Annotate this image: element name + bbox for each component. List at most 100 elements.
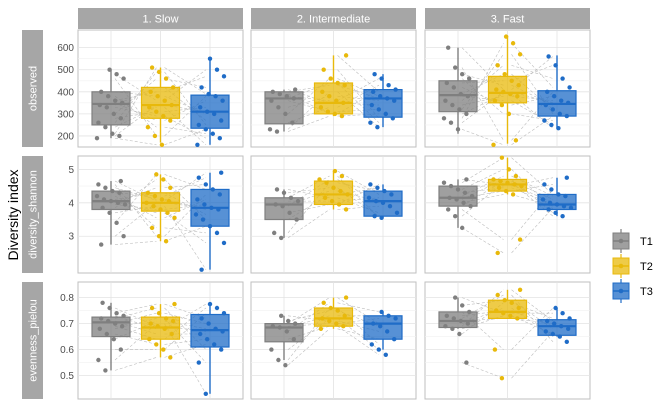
data-point: [335, 80, 340, 86]
data-point: [561, 203, 567, 209]
data-point: [324, 180, 329, 185]
data-point: [294, 217, 299, 222]
pair-line: [337, 325, 380, 356]
data-point: [499, 102, 505, 108]
data-point: [195, 197, 200, 202]
pair-line: [461, 311, 504, 350]
data-point: [448, 183, 454, 189]
y-tick-label: 3: [68, 232, 74, 243]
data-point: [369, 342, 374, 347]
data-point: [379, 215, 384, 221]
data-point: [387, 203, 393, 209]
pair-line: [114, 180, 157, 202]
legend-point: [618, 238, 624, 244]
data-point: [328, 76, 333, 81]
data-point: [100, 300, 105, 305]
panel-r2-c1: [77, 155, 244, 274]
facet-strip-1: [78, 8, 243, 29]
data-point: [566, 326, 571, 331]
data-point: [564, 113, 569, 119]
data-point: [460, 71, 465, 77]
panel-r2-c3: [424, 155, 591, 274]
data-point: [517, 287, 523, 292]
data-point: [458, 91, 463, 97]
data-point: [207, 56, 213, 61]
y-tick-label: 500: [57, 65, 74, 76]
data-point: [152, 133, 158, 139]
data-point: [276, 105, 281, 110]
data-point: [170, 318, 176, 324]
data-point: [506, 167, 512, 172]
data-point: [110, 131, 115, 136]
pair-line: [114, 174, 157, 224]
data-point: [332, 111, 338, 117]
facet-strip-3: [425, 8, 590, 29]
pair-line: [511, 157, 554, 195]
data-point: [219, 347, 224, 352]
data-point: [221, 240, 227, 246]
pair-line: [287, 328, 330, 366]
data-point: [505, 180, 510, 185]
data-point: [117, 190, 122, 195]
data-point: [170, 85, 176, 90]
pair-line: [287, 187, 330, 194]
data-point: [320, 89, 325, 95]
data-point: [393, 316, 398, 321]
data-point: [372, 71, 377, 77]
data-point: [113, 98, 118, 103]
data-point: [156, 69, 162, 75]
data-point: [280, 203, 285, 209]
data-point: [169, 102, 174, 108]
pair-line: [114, 202, 157, 237]
data-point: [108, 198, 114, 204]
data-point: [458, 318, 463, 324]
data-point: [510, 192, 516, 197]
data-point: [111, 111, 117, 117]
pair-line: [287, 318, 330, 350]
data-point: [495, 292, 500, 298]
data-point: [284, 329, 289, 334]
data-point: [457, 331, 462, 337]
data-point: [120, 324, 125, 329]
y-tick-label: 0.8: [60, 293, 74, 304]
facet-strip-label: 1. Slow: [142, 14, 178, 26]
data-point: [321, 67, 326, 72]
pair-line: [461, 179, 504, 185]
data-point: [196, 122, 201, 128]
data-point: [107, 67, 112, 72]
data-point: [549, 187, 554, 192]
legend-point: [618, 288, 624, 294]
data-point: [517, 52, 523, 57]
data-point: [99, 316, 104, 321]
data-point: [495, 250, 500, 256]
data-point: [270, 324, 275, 329]
data-point: [148, 89, 153, 95]
data-point: [115, 200, 121, 205]
data-point: [155, 324, 160, 329]
data-point: [567, 85, 572, 90]
data-point: [219, 170, 224, 175]
data-point: [336, 202, 342, 207]
legend-key-T2: [612, 254, 630, 278]
data-point: [104, 105, 110, 110]
data-point: [317, 177, 322, 182]
data-point: [342, 82, 347, 88]
data-point: [284, 94, 289, 99]
pair-line: [337, 113, 380, 117]
data-point: [368, 120, 373, 125]
pair-line: [461, 362, 504, 379]
data-point: [210, 131, 215, 136]
data-point: [205, 109, 210, 114]
pair-line: [461, 209, 504, 240]
data-point: [343, 207, 349, 212]
pair-line: [511, 189, 554, 240]
data-point: [334, 321, 339, 326]
box-T2: [313, 307, 354, 327]
data-point: [94, 193, 100, 199]
data-point: [327, 318, 332, 324]
data-point: [172, 301, 177, 307]
data-point: [513, 138, 519, 143]
data-point: [386, 82, 391, 88]
legend-point: [618, 263, 624, 269]
pair-line: [114, 190, 157, 229]
